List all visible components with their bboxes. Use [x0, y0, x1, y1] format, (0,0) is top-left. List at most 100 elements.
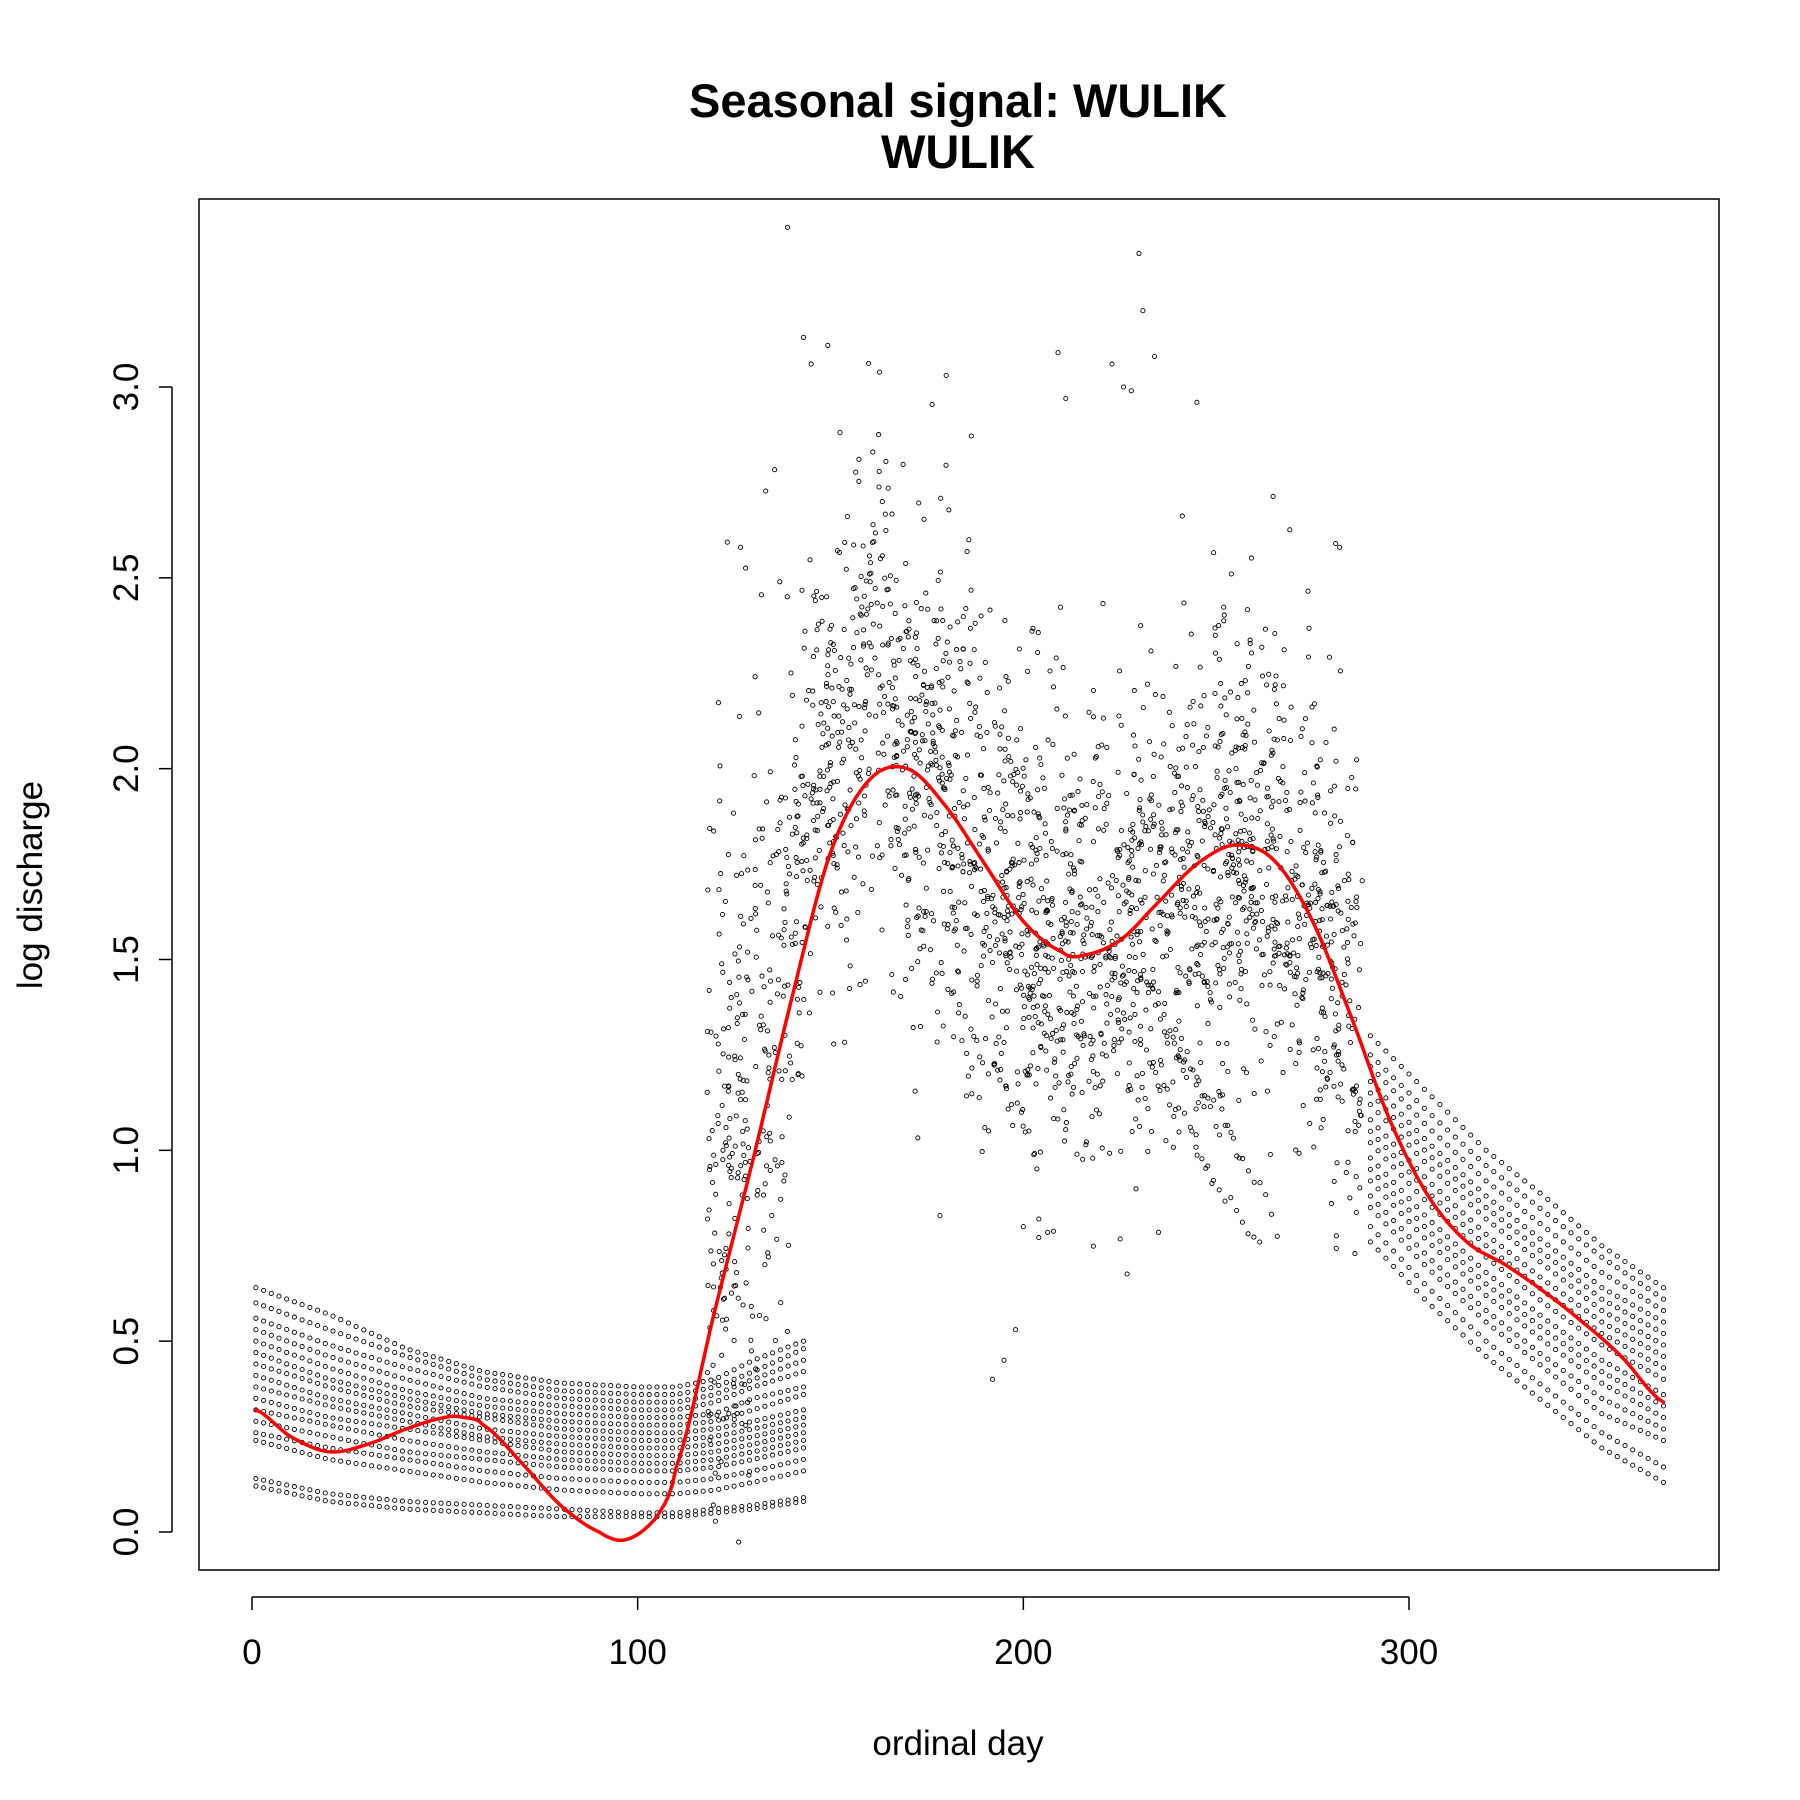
data-point: [715, 1113, 721, 1119]
data-point: [1583, 1284, 1589, 1290]
data-point: [868, 644, 874, 650]
data-point: [530, 1484, 537, 1490]
data-point: [1054, 1038, 1060, 1044]
data-point: [1660, 1353, 1667, 1359]
data-point: [1005, 678, 1011, 684]
data-point: [872, 655, 878, 661]
data-point: [1086, 990, 1093, 997]
data-point: [623, 1479, 629, 1485]
data-point: [817, 800, 823, 806]
data-point: [438, 1395, 444, 1401]
data-point: [1637, 1269, 1643, 1275]
data-point: [1383, 1080, 1389, 1086]
data-point: [737, 1097, 744, 1103]
data-point: [1319, 917, 1325, 923]
data-point: [1460, 1124, 1466, 1130]
data-point: [538, 1513, 544, 1519]
data-point: [1063, 851, 1069, 857]
data-point: [1309, 740, 1315, 746]
data-point: [886, 680, 892, 686]
data-point: [1406, 1104, 1412, 1110]
data-point: [1514, 1378, 1520, 1384]
data-point: [959, 729, 965, 735]
data-point: [1195, 962, 1201, 968]
data-point: [814, 588, 820, 594]
data-point: [925, 606, 931, 612]
data-point: [1514, 1187, 1520, 1193]
data-point: [530, 1400, 537, 1406]
data-point: [1606, 1323, 1613, 1329]
data-point: [492, 1458, 498, 1464]
data-point: [1630, 1275, 1636, 1281]
data-point: [1429, 1231, 1435, 1237]
data-point: [995, 1067, 1001, 1073]
data-point: [1653, 1387, 1659, 1393]
data-point: [1227, 994, 1233, 1000]
data-point: [453, 1405, 459, 1411]
data-point: [1606, 1399, 1613, 1405]
data-point: [1506, 1311, 1512, 1317]
data-point: [1161, 1029, 1167, 1035]
data-point: [1064, 812, 1071, 818]
data-point: [842, 1039, 848, 1045]
data-point: [1080, 968, 1086, 975]
data-point: [638, 1414, 645, 1421]
data-point: [777, 797, 783, 803]
data-point: [1660, 1426, 1667, 1432]
data-point: [800, 1437, 807, 1443]
data-point: [1165, 929, 1171, 935]
data-point: [291, 1341, 297, 1347]
data-point: [1622, 1332, 1628, 1338]
data-point: [1115, 1020, 1122, 1026]
data-point: [307, 1335, 313, 1341]
data-point: [782, 983, 788, 989]
data-point: [507, 1418, 513, 1425]
data-point: [1560, 1291, 1566, 1297]
data-point: [1197, 1040, 1203, 1046]
data-point: [882, 575, 888, 581]
data-point: [600, 1489, 606, 1495]
data-point: [353, 1361, 359, 1367]
data-point: [1181, 864, 1187, 870]
data-point: [756, 826, 762, 832]
data-point: [384, 1445, 390, 1451]
data-point: [762, 1380, 768, 1386]
data-point: [745, 867, 751, 873]
data-point: [1289, 868, 1295, 874]
data-point: [1210, 820, 1216, 826]
data-point: [538, 1423, 544, 1429]
data-point: [646, 1514, 652, 1520]
data-point: [708, 1392, 714, 1398]
data-point: [1383, 1095, 1389, 1101]
data-point: [700, 1394, 706, 1400]
data-point: [735, 1175, 741, 1181]
data-point: [857, 982, 863, 988]
data-point: [758, 1027, 764, 1033]
data-point: [749, 988, 755, 994]
data-point: [600, 1413, 606, 1419]
data-point: [1038, 1021, 1044, 1027]
data-point: [716, 1248, 722, 1255]
data-point: [1164, 928, 1170, 934]
data-point: [1383, 1255, 1389, 1261]
data-point: [1044, 878, 1050, 884]
data-point: [1242, 729, 1248, 735]
data-point: [1568, 1421, 1574, 1427]
data-point: [1591, 1352, 1597, 1358]
data-point: [1274, 1021, 1280, 1027]
data-point: [772, 1337, 778, 1344]
data-point: [824, 594, 830, 600]
data-point: [955, 863, 961, 869]
data-point: [935, 775, 942, 781]
data-point: [905, 932, 911, 938]
data-point: [507, 1373, 513, 1379]
data-point: [1272, 939, 1278, 945]
data-point: [1614, 1293, 1620, 1299]
data-point: [825, 725, 831, 731]
data-point: [1038, 1043, 1044, 1049]
data-point: [1429, 1128, 1435, 1134]
data-point: [1529, 1356, 1535, 1362]
data-point: [723, 1431, 729, 1437]
data-point: [1553, 1233, 1559, 1239]
data-point: [1445, 1302, 1451, 1309]
